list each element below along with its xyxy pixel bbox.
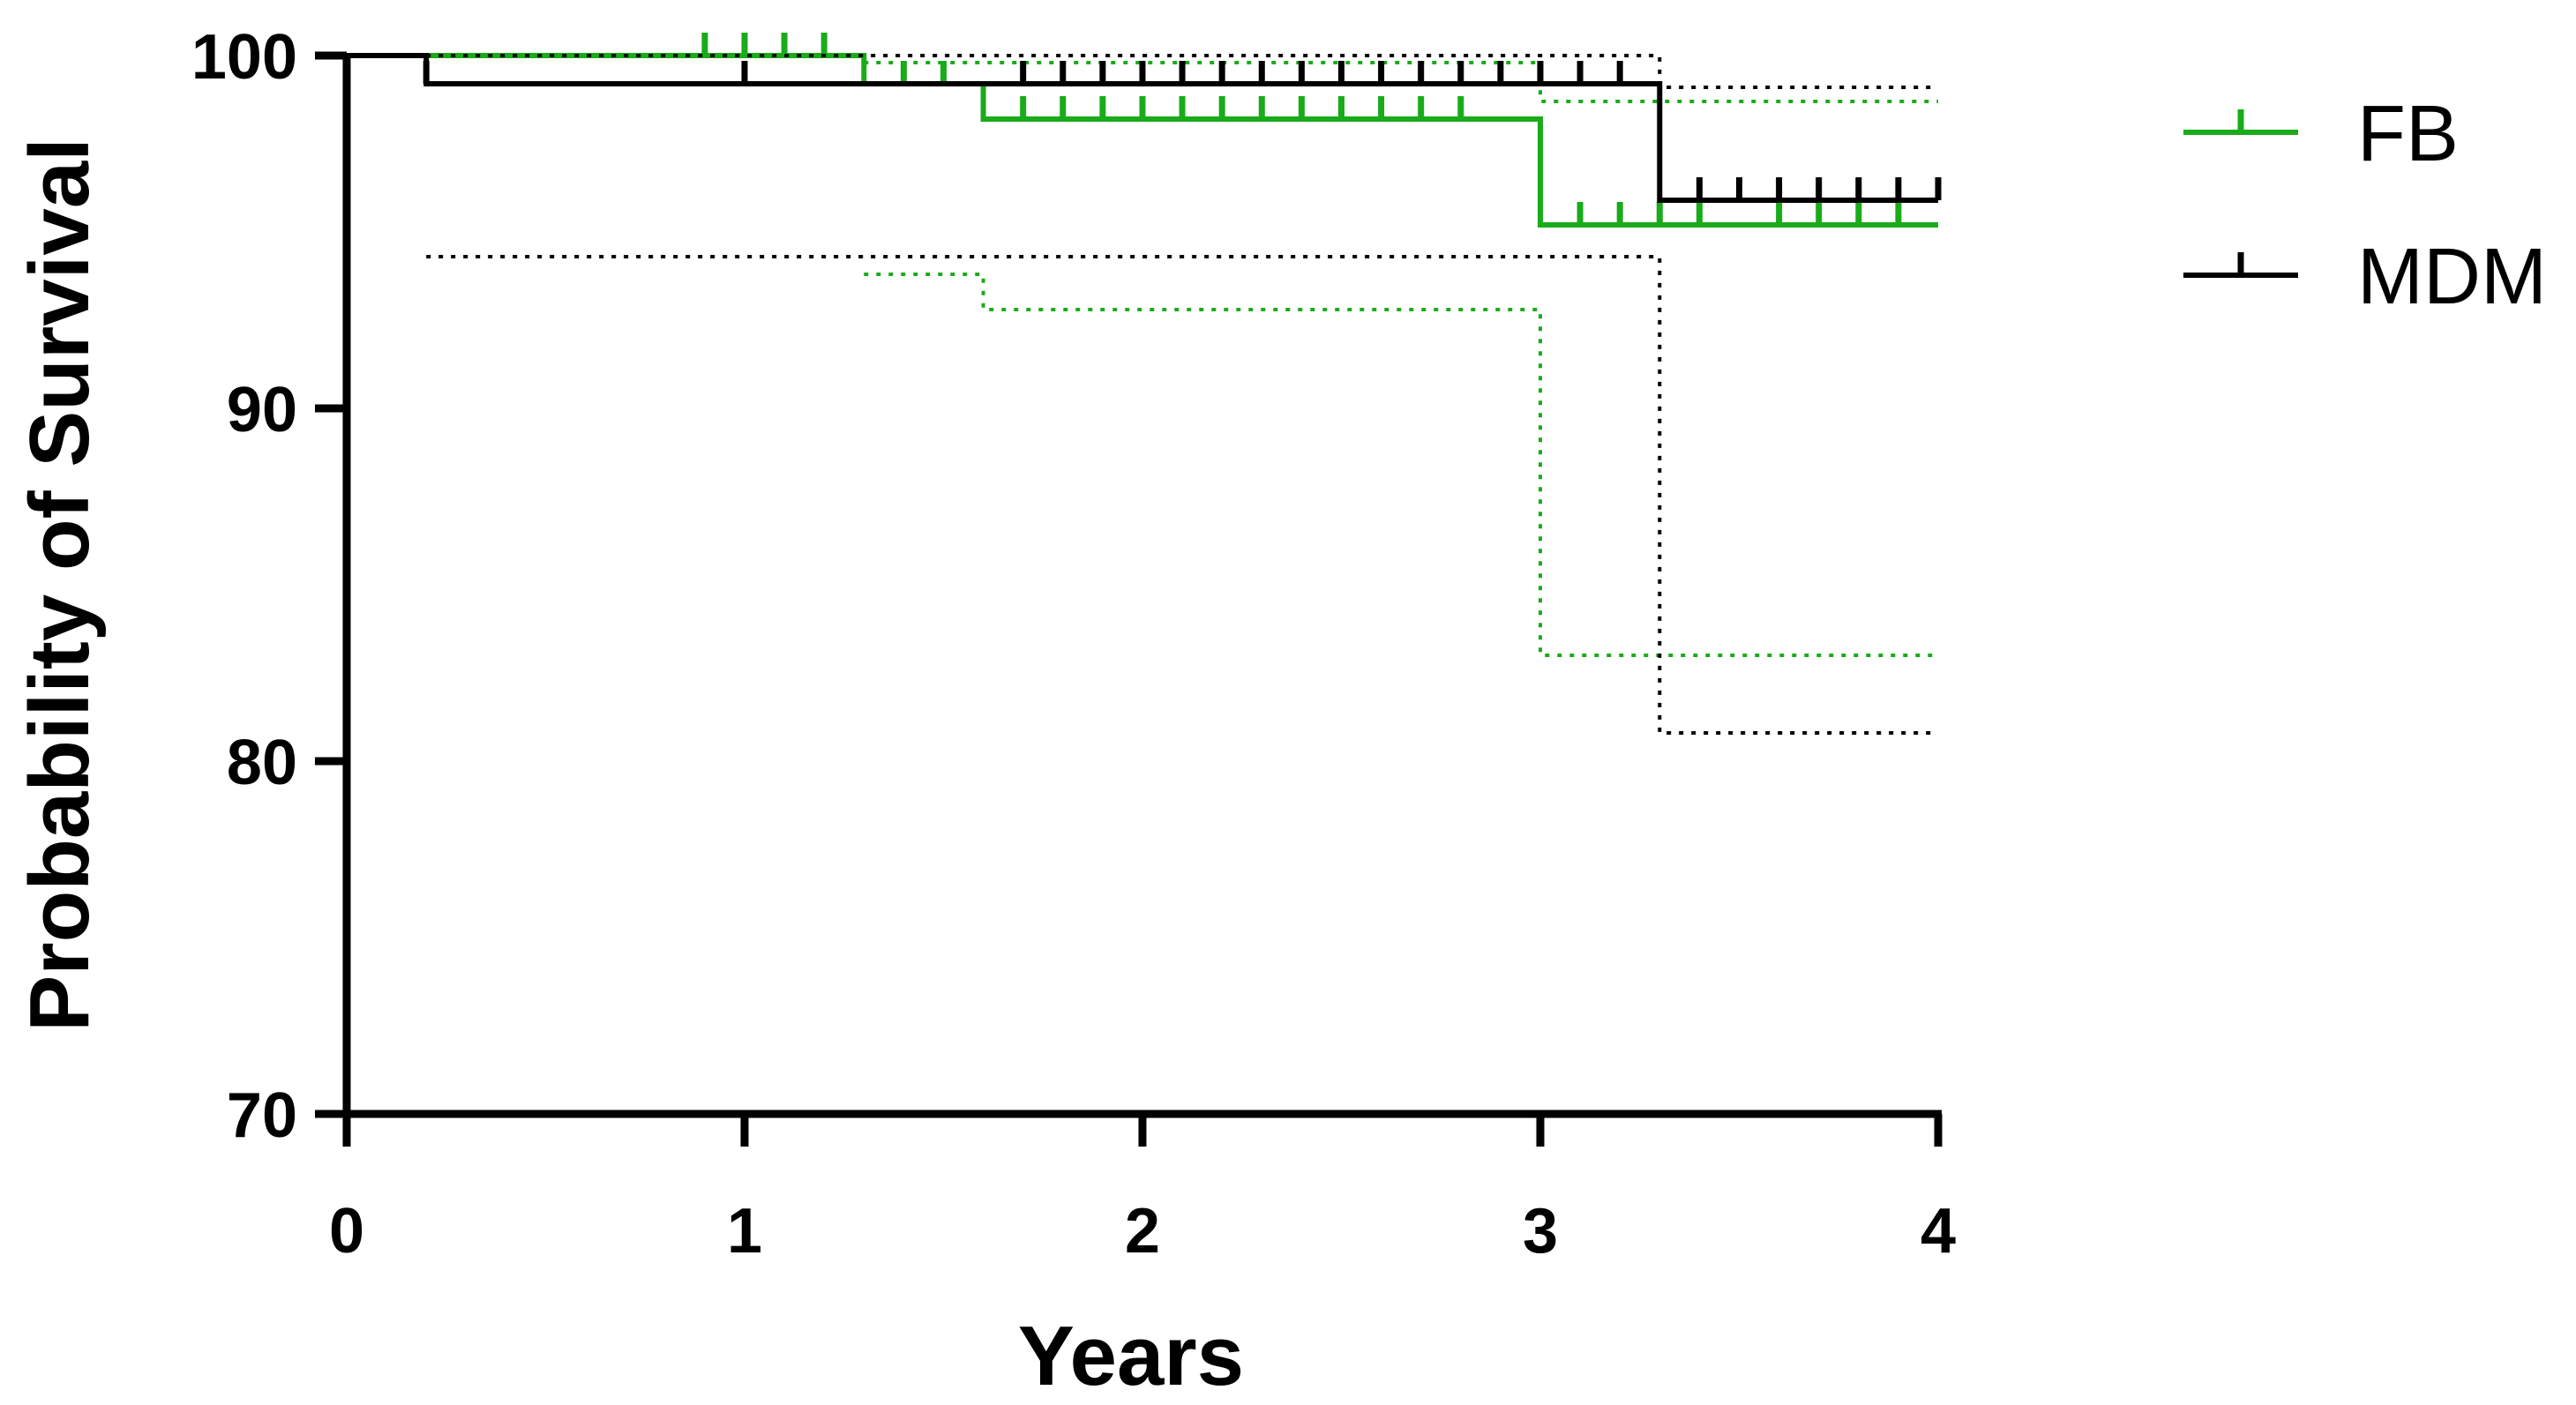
series-mdm-ci-lower [426,255,1938,735]
series-fb-line [347,53,1938,228]
x-tick-label-4: 4 [1921,1196,1956,1267]
y-tick-label-90: 90 [227,375,297,445]
y-axis-title: Probability of Survival [12,138,107,1032]
y-tick-label-70: 70 [227,1080,297,1151]
x-tick-label-3: 3 [1523,1196,1558,1267]
x-axis-ticks: 0 1 2 3 4 [329,1114,1956,1267]
x-axis-title: Years [1018,1309,1244,1403]
legend-item-mdm: MDM [2183,233,2547,321]
y-tick-label-100: 100 [191,22,297,93]
legend-label-mdm: MDM [2357,233,2547,321]
y-tick-label-80: 80 [227,728,297,798]
x-tick-label-2: 2 [1125,1196,1160,1267]
x-tick-label-1: 1 [727,1196,762,1267]
y-axis: 70 80 90 100 [191,22,351,1151]
x-axis: 0 1 2 3 4 [329,1110,1956,1267]
legend-label-fb: FB [2357,90,2459,178]
plot-area [347,33,1942,735]
series-fb [347,33,1938,657]
series-fb-ci-lower [864,273,1938,657]
y-axis-ticks: 70 80 90 100 [191,22,347,1151]
legend-item-fb: FB [2183,90,2459,178]
series-mdm-line [347,53,1938,203]
series-mdm [347,53,1942,735]
series-mdm-ci-upper [426,54,1938,89]
x-tick-label-0: 0 [329,1196,364,1267]
legend: FB MDM [2183,90,2547,321]
